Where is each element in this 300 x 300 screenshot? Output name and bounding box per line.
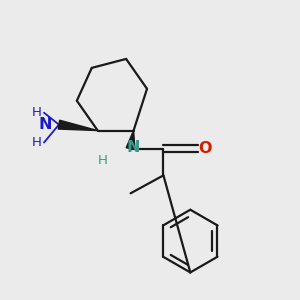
Text: O: O — [199, 141, 212, 156]
Text: H: H — [97, 154, 107, 167]
Polygon shape — [126, 130, 135, 149]
Text: N: N — [39, 117, 52, 132]
Text: N: N — [127, 140, 140, 154]
Polygon shape — [58, 120, 98, 130]
Text: H: H — [32, 106, 41, 119]
Text: H: H — [32, 136, 41, 149]
